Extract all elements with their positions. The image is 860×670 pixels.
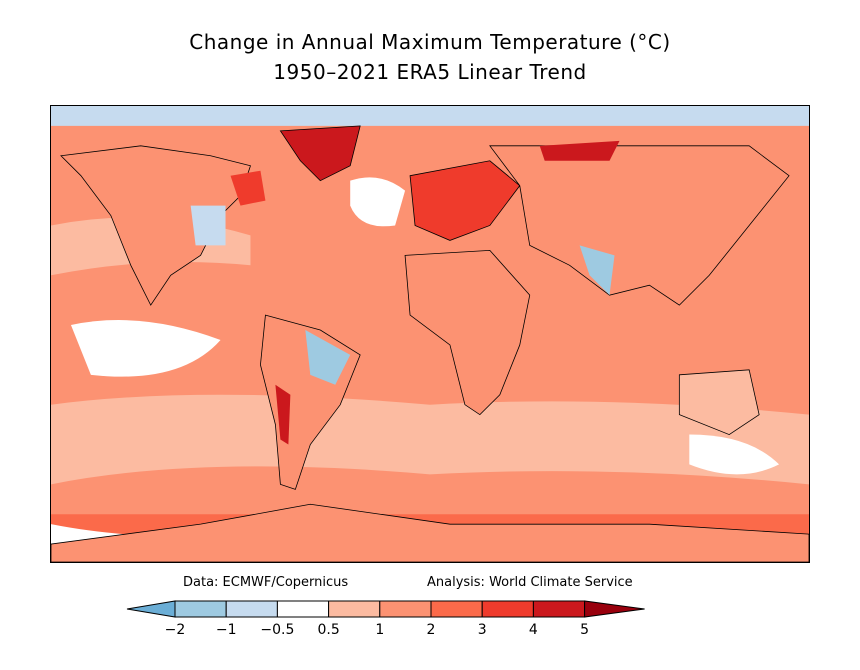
colorbar-tick-label: 5 <box>580 622 590 638</box>
andes-hot <box>275 384 291 445</box>
north-america <box>60 145 251 306</box>
europe <box>409 160 521 241</box>
white-patch <box>350 177 406 227</box>
colorbar-segment <box>328 600 381 618</box>
trend-map <box>50 105 810 563</box>
colorbar-tick-label: −1 <box>215 622 237 638</box>
colorbar <box>126 600 645 618</box>
data-credit: Data: ECMWF/Copernicus <box>183 575 349 590</box>
colorbar-tick-label: 4 <box>528 622 538 638</box>
field-patch <box>51 106 809 126</box>
colorbar-arrow-high <box>584 600 645 618</box>
siberia-hot <box>539 140 620 161</box>
white-patch <box>689 434 780 475</box>
analysis-credit: Analysis: World Climate Service <box>427 575 633 590</box>
colorbar-arrow-low <box>126 600 176 618</box>
canada-hotspot <box>230 170 266 206</box>
field-patch <box>51 394 809 485</box>
asia <box>489 145 790 306</box>
africa <box>404 249 531 416</box>
india-cool <box>579 245 615 296</box>
colorbar-tick-label: −2 <box>164 622 186 638</box>
antarctica <box>51 503 809 562</box>
australia <box>678 369 760 436</box>
chart-subtitle: 1950–2021 ERA5 Linear Trend <box>273 60 587 84</box>
colorbar-segment <box>379 600 432 618</box>
colorbar-segment <box>225 600 278 618</box>
colorbar-segment <box>276 600 330 618</box>
colorbar-segment <box>532 600 586 618</box>
colorbar-tick-label: 2 <box>426 622 436 638</box>
colorbar-tick-label: 0.5 <box>317 622 340 638</box>
us-cool <box>190 205 226 246</box>
white-patch <box>70 320 221 377</box>
colorbar-tick-label: 3 <box>477 622 487 638</box>
colorbar-segment <box>174 600 227 618</box>
greenland <box>279 125 361 182</box>
brazil-cool <box>305 330 351 385</box>
colorbar-segment <box>430 600 483 618</box>
colorbar-tick-label: −0.5 <box>260 622 295 638</box>
colorbar-tick-label: 1 <box>375 622 385 638</box>
colorbar-segment <box>481 600 534 618</box>
chart-title: Change in Annual Maximum Temperature (°C… <box>189 30 671 54</box>
